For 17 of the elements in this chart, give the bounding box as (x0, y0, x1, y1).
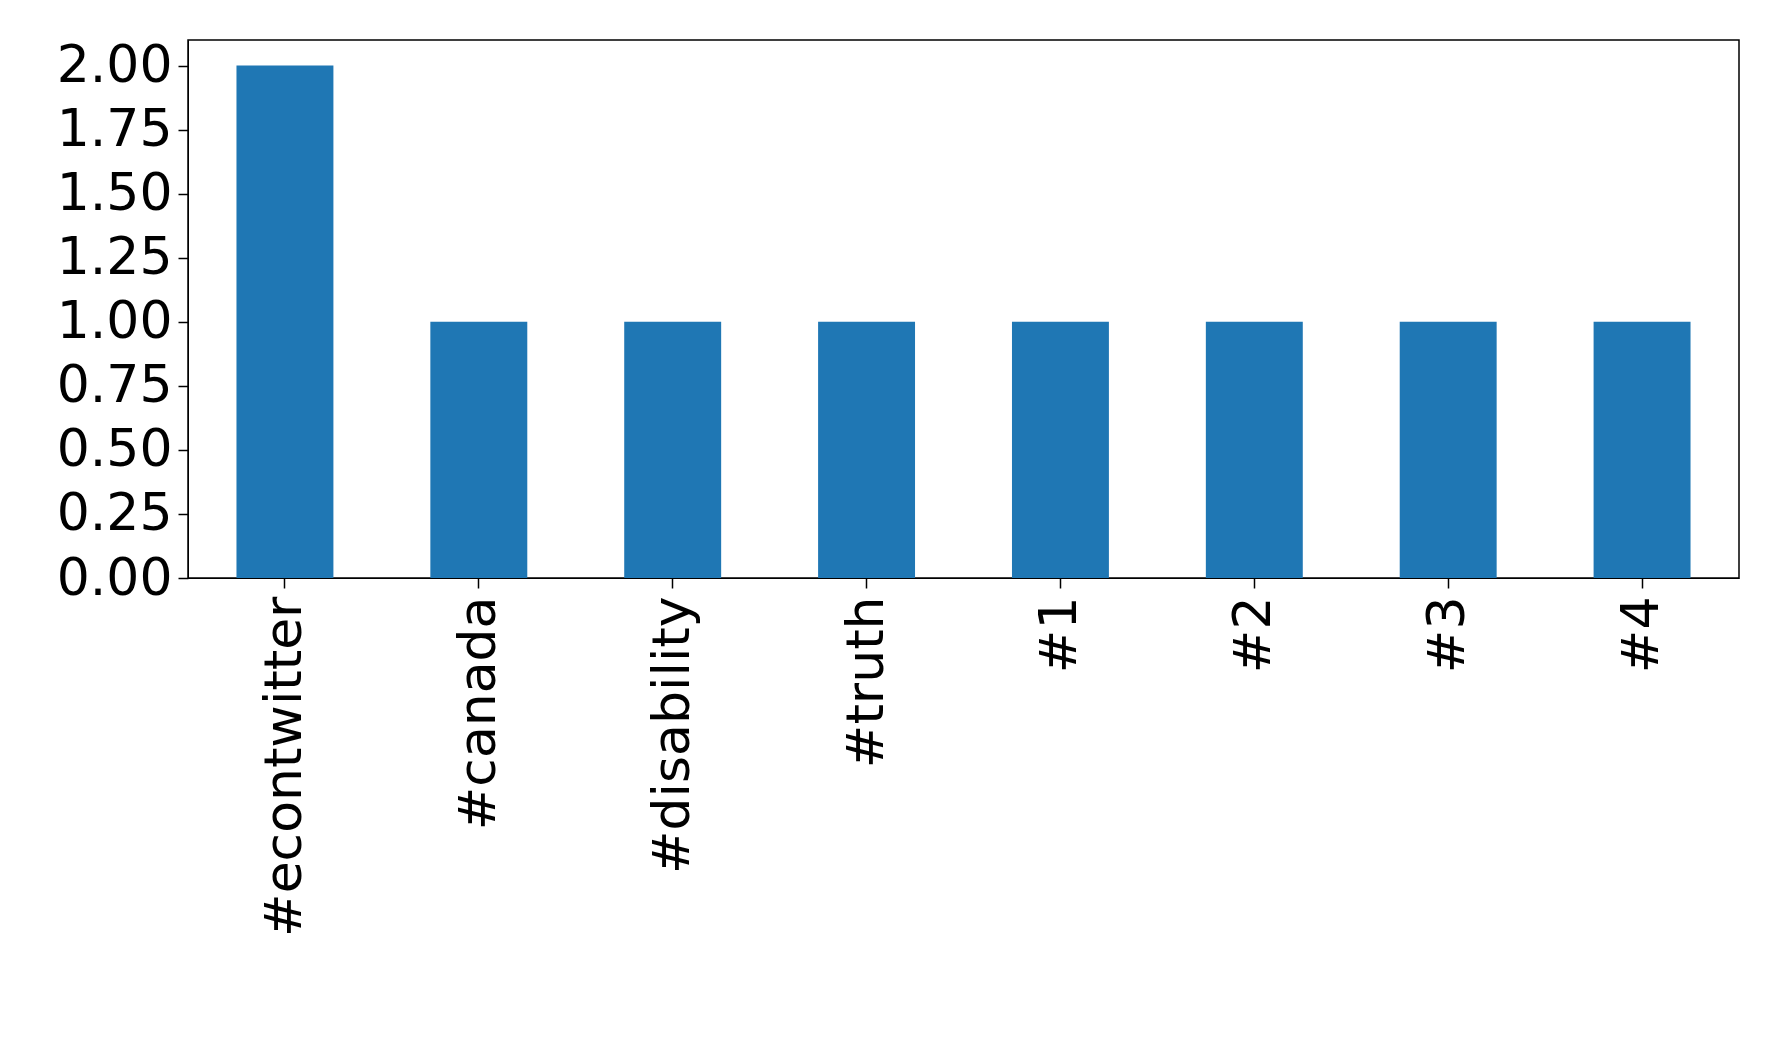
x-tick-label: #canada (446, 596, 507, 831)
y-tick-label: 1.25 (56, 226, 173, 287)
y-tick-label: 1.50 (56, 162, 173, 223)
y-tick-label: 0.50 (56, 418, 173, 479)
y-tick-label: 0.25 (56, 482, 173, 543)
y-tick-label: 0.00 (56, 546, 173, 607)
y-tick-label: 1.00 (56, 290, 173, 351)
x-tick-label: #econtwitter (252, 595, 313, 937)
y-tick-label: 1.75 (56, 98, 173, 159)
x-tick-label: #3 (1416, 596, 1477, 674)
y-tick-label: 0.75 (56, 354, 173, 415)
x-tick-label: #truth (834, 596, 895, 769)
x-tick-label: #1 (1028, 596, 1089, 674)
y-tick-label: 2.00 (56, 34, 173, 95)
x-tick-label: #2 (1222, 596, 1283, 674)
x-tick-label: #disability (640, 596, 701, 874)
x-tick-label: #4 (1610, 596, 1671, 674)
